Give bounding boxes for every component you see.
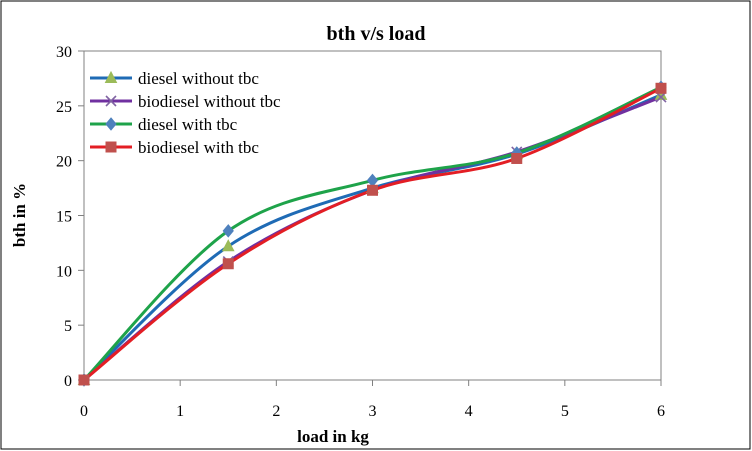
- legend-swatch-marker: [104, 70, 118, 83]
- data-point-marker: [221, 239, 235, 252]
- y-axis-ticks: 0 5 10 15 20 25 30: [56, 44, 84, 390]
- y-tick-label: 15: [56, 209, 72, 226]
- x-tick-label: 0: [80, 403, 88, 420]
- x-axis-label: load in kg: [297, 427, 369, 446]
- y-tick-label: 20: [56, 154, 72, 171]
- series-markers: [77, 80, 668, 387]
- x-tick-label: 2: [272, 403, 280, 420]
- legend-entry-label: biodiesel with tbc: [138, 138, 259, 157]
- y-tick-label: 25: [56, 99, 72, 116]
- legend-entry-label: biodiesel without tbc: [138, 92, 281, 111]
- x-axis-ticks: 0 1 2 3 4 5 6: [80, 380, 665, 420]
- x-tick-label: 4: [465, 403, 473, 420]
- data-point-marker: [222, 224, 234, 238]
- legend-swatch-marker: [105, 141, 117, 153]
- y-tick-label: 0: [64, 373, 72, 390]
- data-point-marker: [655, 82, 667, 94]
- y-tick-label: 30: [56, 44, 72, 61]
- y-axis-label: bth in %: [10, 183, 29, 247]
- x-tick-label: 3: [369, 403, 377, 420]
- legend-swatch-marker: [105, 95, 117, 107]
- data-point-marker: [511, 152, 523, 164]
- y-tick-label: 10: [56, 263, 72, 280]
- data-point-marker: [367, 184, 378, 196]
- data-point-marker: [222, 258, 234, 270]
- chart-title: bth v/s load: [327, 23, 426, 45]
- data-point-marker: [78, 374, 90, 386]
- x-tick-label: 1: [176, 403, 184, 420]
- x-tick-label: 6: [657, 403, 665, 420]
- plot-area: [83, 50, 662, 381]
- legend-entry-label: diesel with tbc: [138, 115, 238, 134]
- x-tick-label: 5: [561, 403, 569, 420]
- y-tick-label: 5: [64, 318, 72, 335]
- legend-swatch-marker: [105, 117, 117, 131]
- legend-entry-label: diesel without tbc: [138, 69, 259, 88]
- legend: diesel without tbc biodiesel without tbc d…: [90, 69, 281, 157]
